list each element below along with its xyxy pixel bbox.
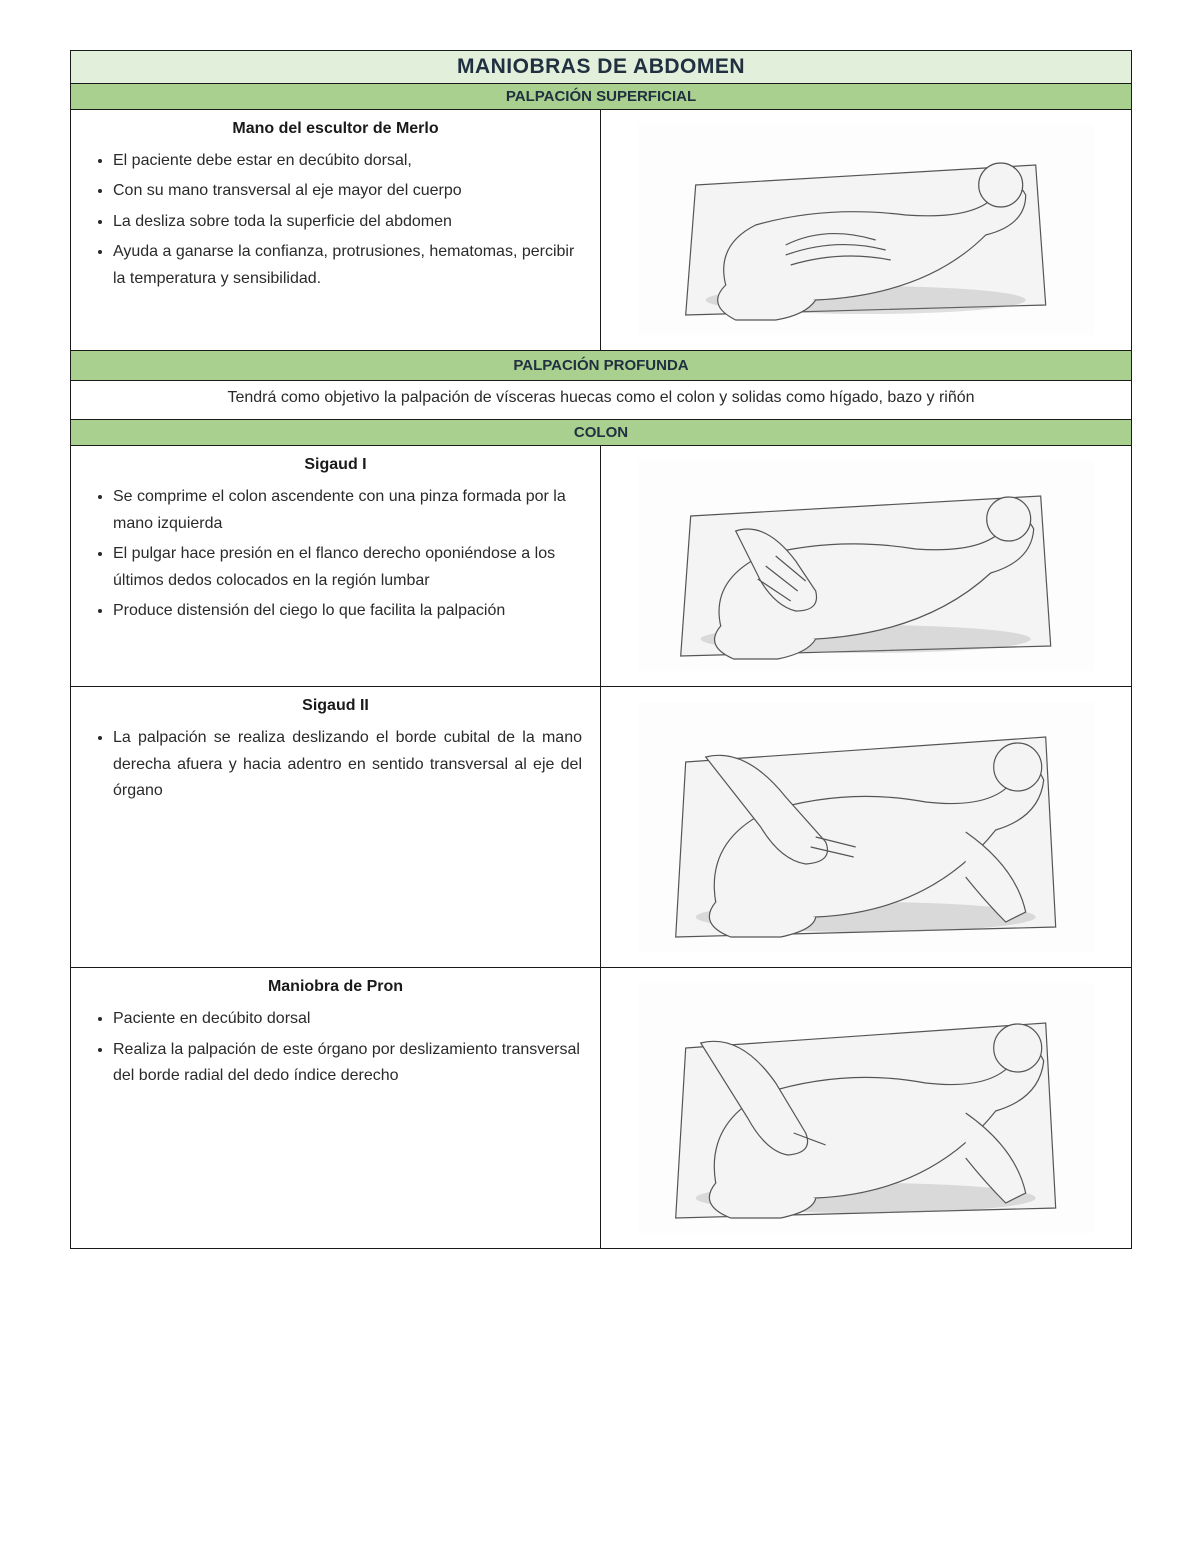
text-cell: Maniobra de Pron Paciente en decúbito do… [71, 968, 601, 1248]
maneuver-row: Sigaud I Se comprime el colon ascendente… [71, 446, 1131, 687]
section-description: Tendrá como objetivo la palpación de vís… [227, 389, 974, 406]
subheader-band: COLON [71, 420, 1131, 446]
medical-illustration [638, 461, 1093, 671]
title-band: MANIOBRAS DE ABDOMEN [71, 51, 1131, 84]
illustration-cell [601, 446, 1131, 686]
bullet: Se comprime el colon ascendente con una … [113, 484, 582, 537]
bullet-list: El paciente debe estar en decúbito dorsa… [89, 148, 582, 292]
bullet-list: Se comprime el colon ascendente con una … [89, 484, 582, 624]
maneuver-row: Sigaud II La palpación se realiza desliz… [71, 687, 1131, 968]
text-cell: Mano del escultor de Merlo El paciente d… [71, 110, 601, 350]
bullet: Con su mano transversal al eje mayor del… [113, 178, 582, 204]
medical-illustration [638, 125, 1093, 335]
document-table: MANIOBRAS DE ABDOMEN PALPACIÓN SUPERFICI… [70, 50, 1132, 1249]
bullet: El pulgar hace presión en el flanco dere… [113, 541, 582, 594]
bullet: Ayuda a ganarse la confianza, protrusion… [113, 239, 582, 292]
bullet: La desliza sobre toda la superficie del … [113, 209, 582, 235]
medical-illustration [638, 702, 1093, 952]
maneuver-row: Mano del escultor de Merlo El paciente d… [71, 110, 1131, 351]
text-cell: Sigaud II La palpación se realiza desliz… [71, 687, 601, 967]
bullet: Paciente en decúbito dorsal [113, 1006, 582, 1032]
bullet-list: La palpación se realiza deslizando el bo… [89, 725, 582, 804]
maneuver-name: Sigaud II [89, 697, 582, 715]
illustration-cell [601, 687, 1131, 967]
bullet: Produce distensión del ciego lo que faci… [113, 598, 582, 624]
section-desc-band: PALPACIÓN PROFUNDA Tendrá como objetivo … [71, 351, 1131, 420]
maneuver-name: Sigaud I [89, 456, 582, 474]
bullet-list: Paciente en decúbito dorsal Realiza la p… [89, 1006, 582, 1089]
bullet: Realiza la palpación de este órgano por … [113, 1037, 582, 1090]
illustration-cell [601, 968, 1131, 1248]
medical-illustration [638, 983, 1093, 1233]
text-cell: Sigaud I Se comprime el colon ascendente… [71, 446, 601, 686]
maneuver-name: Maniobra de Pron [89, 978, 582, 996]
maneuver-row: Maniobra de Pron Paciente en decúbito do… [71, 968, 1131, 1249]
illustration-cell [601, 110, 1131, 350]
subheader-band: PALPACIÓN SUPERFICIAL [71, 84, 1131, 110]
bullet: La palpación se realiza deslizando el bo… [113, 725, 582, 804]
bullet: El paciente debe estar en decúbito dorsa… [113, 148, 582, 174]
subheader-band: PALPACIÓN PROFUNDA [71, 351, 1131, 381]
maneuver-name: Mano del escultor de Merlo [89, 120, 582, 138]
